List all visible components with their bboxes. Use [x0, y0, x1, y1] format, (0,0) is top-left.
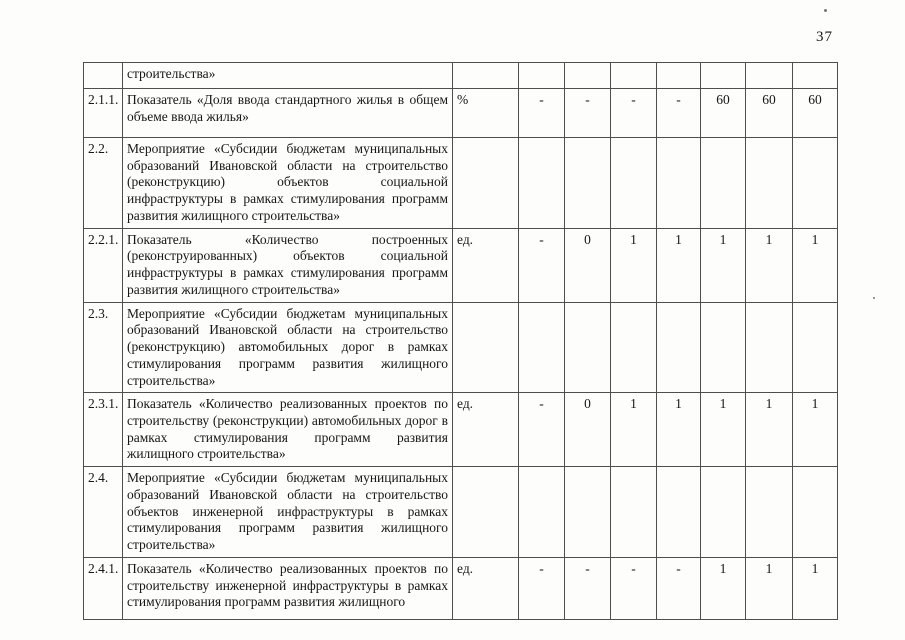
row-value-cell [745, 466, 793, 558]
row-value-cell: - [656, 556, 701, 620]
row-value-cell [656, 62, 701, 89]
indicators-table-body: строительства» 2.1.1. Показатель «Доля вво… [83, 62, 838, 620]
row-description-cell: Мероприятие «Субсидии бюджетам муниципал… [122, 137, 453, 229]
table-row: 2.2. Мероприятие «Субсидии бюджетам муниц… [83, 137, 838, 229]
row-value-cell: 1 [700, 392, 746, 468]
table-row: 2.3. Мероприятие «Субсидии бюджетам муниц… [83, 301, 838, 394]
row-value-cell [745, 137, 793, 229]
row-value-cell: 1 [745, 392, 793, 468]
row-description-cell: Мероприятие «Субсидии бюджетам муниципал… [122, 466, 453, 558]
row-value-cell [700, 137, 746, 229]
table-row: 2.4.1. Показатель «Количество реализованн… [83, 556, 838, 620]
row-value-cell [518, 62, 565, 89]
row-value-cell [792, 301, 838, 394]
row-value-cell: - [564, 556, 611, 620]
row-value-cell [792, 466, 838, 558]
row-value-cell: - [610, 556, 657, 620]
table-row: 2.2.1. Показатель «Количество построенных… [83, 227, 838, 303]
scan-speck [824, 9, 827, 12]
scan-speck [873, 297, 875, 299]
row-number-cell: 2.4.1. [83, 556, 123, 620]
row-description-cell: строительства» [122, 62, 453, 89]
row-value-cell [610, 301, 657, 394]
row-value-cell: 1 [700, 227, 746, 303]
row-number-cell: 2.3.1. [83, 392, 123, 468]
row-value-cell [792, 62, 838, 89]
row-value-cell [518, 301, 565, 394]
row-value-cell: - [518, 556, 565, 620]
row-value-cell: 1 [610, 227, 657, 303]
row-value-cell [610, 466, 657, 558]
row-value-cell [656, 301, 701, 394]
row-value-cell: - [518, 227, 565, 303]
row-description-cell: Показатель «Количество реализованных про… [122, 556, 453, 620]
row-value-cell [700, 301, 746, 394]
row-value-cell [792, 137, 838, 229]
row-description-cell: Показатель «Количество реализованных про… [122, 392, 453, 468]
row-number-cell: 2.2. [83, 137, 123, 229]
table-row: 2.3.1. Показатель «Количество реализованн… [83, 392, 838, 468]
row-value-cell [700, 62, 746, 89]
row-value-cell [700, 466, 746, 558]
row-value-cell [745, 301, 793, 394]
row-unit-cell [452, 62, 519, 89]
row-value-cell: 1 [700, 556, 746, 620]
row-value-cell: - [656, 88, 701, 138]
row-value-cell [610, 62, 657, 89]
row-number-cell: 2.4. [83, 466, 123, 558]
row-value-cell: 1 [656, 392, 701, 468]
row-unit-cell: ед. [452, 556, 519, 620]
row-value-cell [564, 137, 611, 229]
row-value-cell [518, 137, 565, 229]
indicators-table: строительства» 2.1.1. Показатель «Доля вво… [83, 62, 838, 620]
row-value-cell: 1 [656, 227, 701, 303]
row-unit-cell [452, 301, 519, 394]
row-value-cell: 1 [745, 227, 793, 303]
row-unit-cell: % [452, 88, 519, 138]
row-value-cell: 60 [700, 88, 746, 138]
row-number-cell: 2.3. [83, 301, 123, 394]
row-value-cell [610, 137, 657, 229]
table-row: 2.1.1. Показатель «Доля ввода стандартног… [83, 88, 838, 138]
row-unit-cell: ед. [452, 227, 519, 303]
row-unit-cell [452, 137, 519, 229]
row-value-cell: 1 [610, 392, 657, 468]
row-value-cell: 60 [792, 88, 838, 138]
row-value-cell: 1 [792, 556, 838, 620]
row-number-cell: 2.2.1. [83, 227, 123, 303]
row-value-cell: - [518, 88, 565, 138]
row-value-cell: - [518, 392, 565, 468]
row-value-cell [564, 466, 611, 558]
row-value-cell [745, 62, 793, 89]
row-value-cell: 0 [564, 227, 611, 303]
row-value-cell [564, 301, 611, 394]
row-unit-cell: ед. [452, 392, 519, 468]
row-value-cell [518, 466, 565, 558]
row-value-cell: - [564, 88, 611, 138]
row-description-cell: Мероприятие «Субсидии бюджетам муниципал… [122, 301, 453, 394]
row-value-cell: 0 [564, 392, 611, 468]
row-value-cell: 1 [792, 392, 838, 468]
row-description-cell: Показатель «Количество построенных (реко… [122, 227, 453, 303]
row-value-cell [564, 62, 611, 89]
row-unit-cell [452, 466, 519, 558]
row-value-cell: - [610, 88, 657, 138]
row-value-cell [656, 137, 701, 229]
table-row: 2.4. Мероприятие «Субсидии бюджетам муниц… [83, 466, 838, 558]
page-number: 37 [816, 29, 833, 45]
row-number-cell: 2.1.1. [83, 88, 123, 138]
row-value-cell: 60 [745, 88, 793, 138]
row-description-cell: Показатель «Доля ввода стандартного жиль… [122, 88, 453, 138]
row-value-cell [656, 466, 701, 558]
row-number-cell [83, 62, 123, 89]
row-value-cell: 1 [745, 556, 793, 620]
table-row: строительства» [83, 62, 838, 89]
row-value-cell: 1 [792, 227, 838, 303]
